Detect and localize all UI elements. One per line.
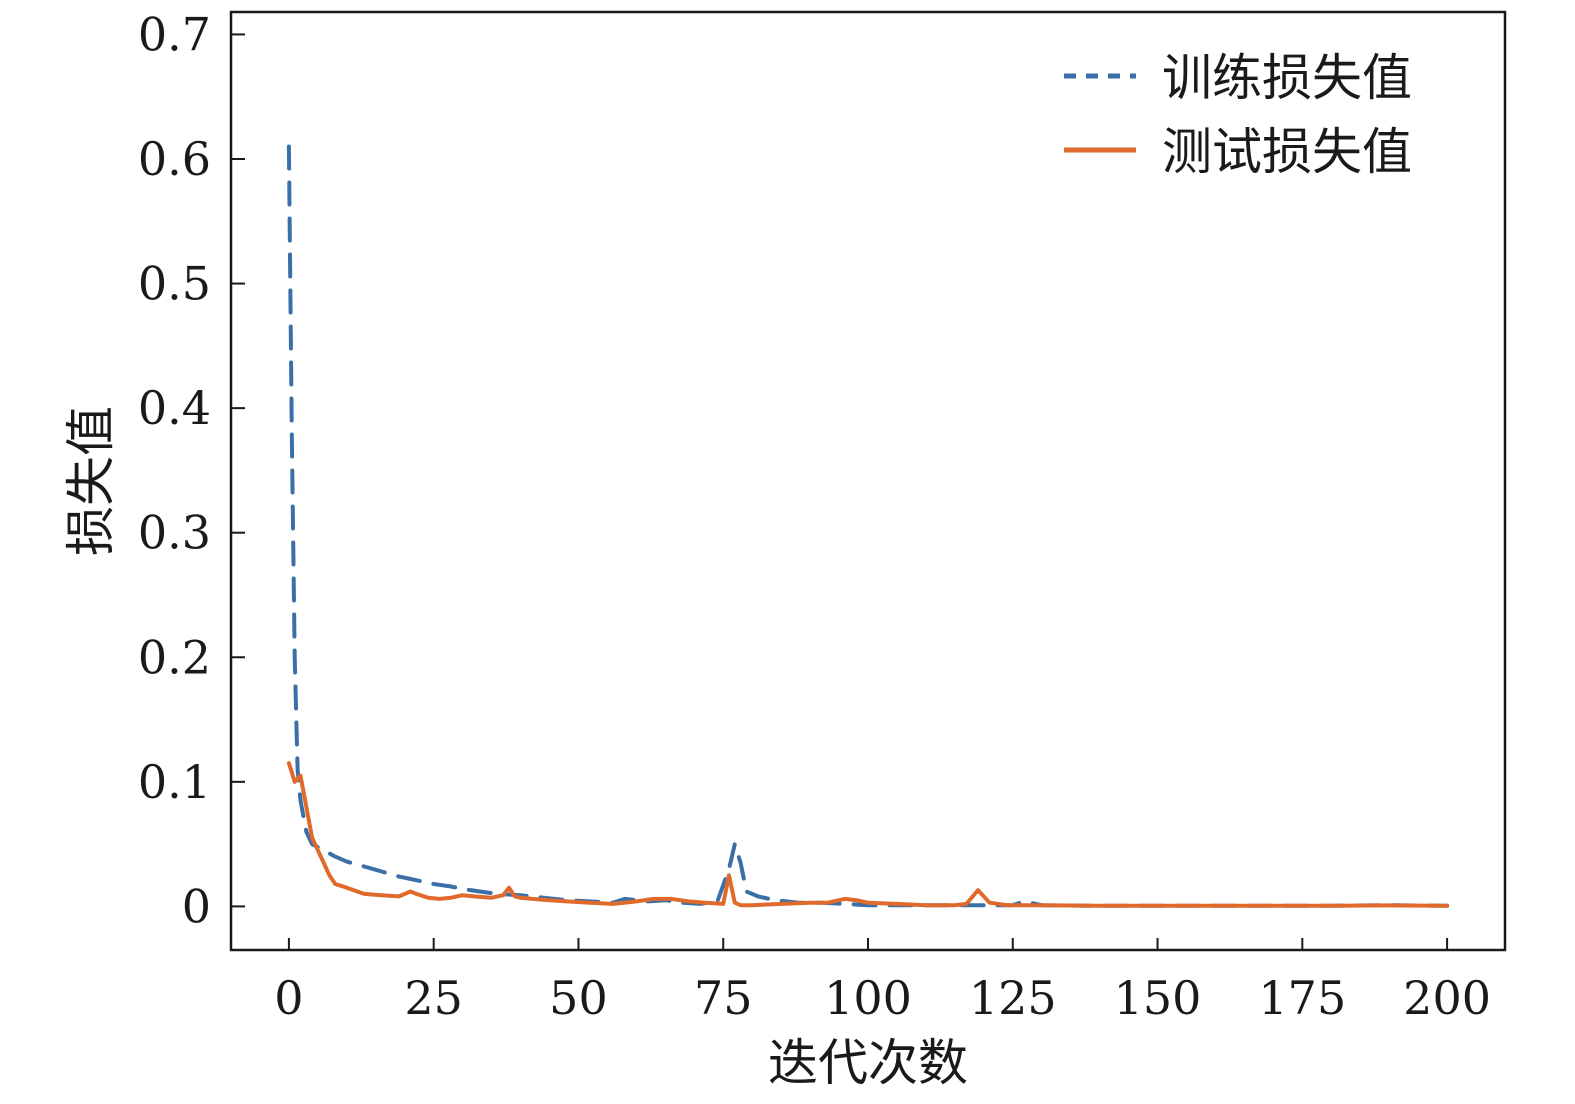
legend: 训练损失值 测试损失值: [1064, 49, 1412, 181]
x-axis-title: 迭代次数: [768, 1034, 968, 1092]
series-line-test: [286, 761, 1450, 908]
series-line-train: [286, 144, 1450, 908]
x-axis: 0 25 50 75 100 125 150 175 200: [274, 938, 1491, 1025]
x-tick-label: 200: [1403, 971, 1491, 1025]
x-tick-label: 100: [824, 971, 912, 1025]
x-tick-label: 25: [404, 971, 463, 1025]
y-axis: 0 0.1 0.2 0.3 0.4 0.5 0.6 0.7: [138, 7, 245, 933]
y-tick-label: 0.1: [138, 755, 211, 809]
series-layer: [286, 144, 1450, 908]
x-tick-label: 75: [694, 971, 753, 1025]
x-tick-label: 175: [1258, 971, 1346, 1025]
y-tick-label: 0.3: [138, 506, 211, 560]
x-tick-label: 0: [274, 971, 303, 1025]
x-tick-label: 150: [1114, 971, 1202, 1025]
y-tick-label: 0.2: [138, 630, 211, 684]
y-tick-label: 0.7: [138, 7, 211, 61]
y-tick-label: 0.5: [138, 257, 211, 311]
legend-label-test: 测试损失值: [1162, 123, 1412, 181]
y-axis-title: 损失值: [62, 406, 120, 556]
y-tick-label: 0.6: [138, 132, 211, 186]
y-tick-label: 0.4: [138, 381, 211, 435]
legend-label-train: 训练损失值: [1162, 49, 1412, 107]
y-tick-label: 0: [182, 879, 211, 933]
x-tick-label: 125: [969, 971, 1057, 1025]
x-tick-label: 50: [549, 971, 608, 1025]
